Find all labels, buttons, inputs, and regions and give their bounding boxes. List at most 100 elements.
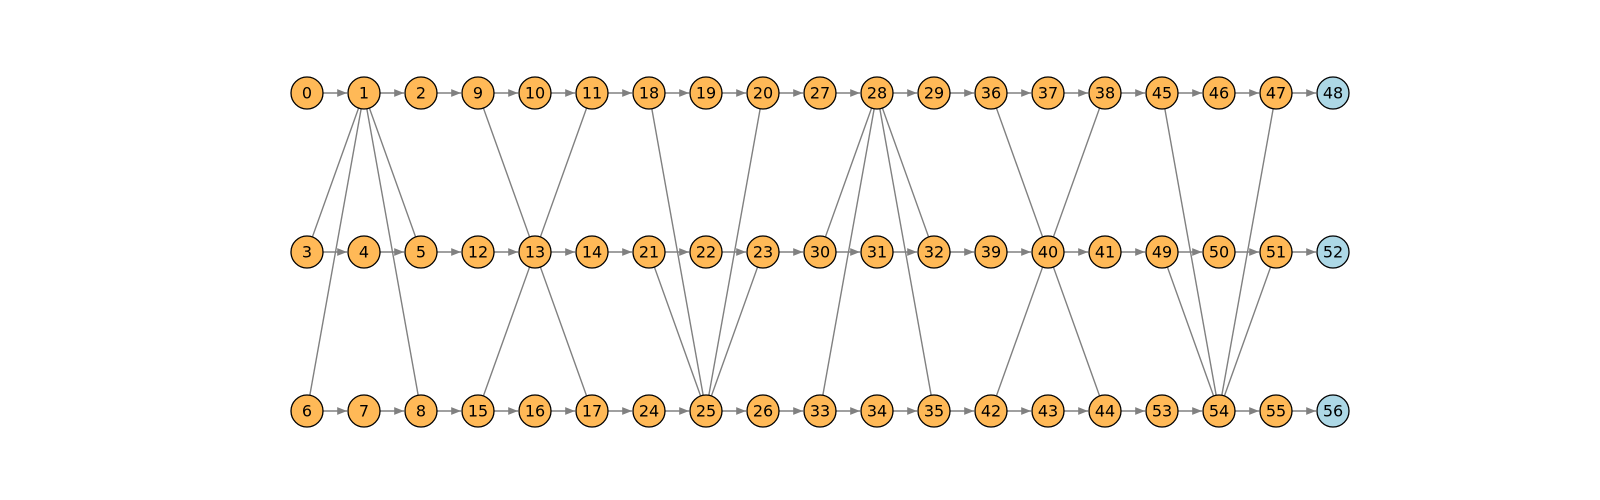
node-8: 8 (404, 394, 438, 428)
node-10: 10 (518, 76, 552, 110)
edge-1-6 (309, 108, 362, 396)
node-circle (803, 76, 837, 110)
node-22: 22 (689, 235, 723, 269)
node-21: 21 (632, 235, 666, 269)
node-label: 16 (525, 402, 545, 421)
node-label: 3 (302, 243, 312, 262)
node-circle (860, 76, 894, 110)
node-circle (290, 394, 324, 428)
node-circle (974, 76, 1008, 110)
node-circle (1259, 76, 1293, 110)
node-label: 31 (867, 243, 887, 262)
node-label: 42 (981, 402, 1001, 421)
node-circle (518, 235, 552, 269)
edge-36-40 (995, 107, 1044, 238)
node-circle (803, 394, 837, 428)
node-circle (347, 235, 381, 269)
edge-9-13 (482, 107, 531, 238)
node-circle (917, 76, 951, 110)
node-circle (632, 235, 666, 269)
node-circle (1202, 235, 1236, 269)
node-label: 35 (924, 402, 944, 421)
node-label: 56 (1323, 402, 1343, 421)
node-circle (1145, 76, 1179, 110)
edge-18-25 (651, 108, 704, 396)
node-circle (1088, 235, 1122, 269)
node-circle (1316, 235, 1350, 269)
node-19: 19 (689, 76, 723, 110)
node-circle (689, 76, 723, 110)
node-35: 35 (917, 394, 951, 428)
node-circle (1088, 76, 1122, 110)
node-label: 39 (981, 243, 1001, 262)
node-circle (746, 76, 780, 110)
node-circle (974, 235, 1008, 269)
node-12: 12 (461, 235, 495, 269)
node-37: 37 (1031, 76, 1065, 110)
node-label: 46 (1209, 84, 1229, 103)
node-40: 40 (1031, 235, 1065, 269)
node-circle (917, 235, 951, 269)
node-label: 1 (359, 84, 369, 103)
edge-23-25 (710, 266, 759, 397)
node-4: 4 (347, 235, 381, 269)
node-15: 15 (461, 394, 495, 428)
node-42: 42 (974, 394, 1008, 428)
node-49: 49 (1145, 235, 1179, 269)
node-label: 15 (468, 402, 488, 421)
node-20: 20 (746, 76, 780, 110)
edge-20-25 (708, 108, 761, 396)
edge-1-3 (311, 107, 360, 238)
edge-13-17 (539, 266, 588, 397)
node-label: 28 (867, 84, 887, 103)
node-6: 6 (290, 394, 324, 428)
node-label: 24 (639, 402, 659, 421)
node-41: 41 (1088, 235, 1122, 269)
node-circle (1031, 235, 1065, 269)
node-circle (746, 394, 780, 428)
node-circle (404, 235, 438, 269)
node-label: 54 (1209, 402, 1229, 421)
node-circle (860, 235, 894, 269)
node-label: 30 (810, 243, 830, 262)
node-45: 45 (1145, 76, 1179, 110)
node-circle (1202, 394, 1236, 428)
node-3: 3 (290, 235, 324, 269)
node-circle (1088, 394, 1122, 428)
node-label: 48 (1323, 84, 1343, 103)
node-24: 24 (632, 394, 666, 428)
node-9: 9 (461, 76, 495, 110)
node-33: 33 (803, 394, 837, 428)
node-label: 38 (1095, 84, 1115, 103)
edge-28-32 (881, 107, 930, 238)
node-label: 45 (1152, 84, 1172, 103)
node-label: 14 (582, 243, 602, 262)
node-28: 28 (860, 76, 894, 110)
node-label: 47 (1266, 84, 1286, 103)
edge-47-54 (1221, 108, 1274, 396)
node-circle (689, 235, 723, 269)
node-44: 44 (1088, 394, 1122, 428)
node-label: 10 (525, 84, 545, 103)
node-circle (461, 235, 495, 269)
node-circle (575, 235, 609, 269)
node-0: 0 (290, 76, 324, 110)
node-label: 17 (582, 402, 602, 421)
node-label: 7 (359, 402, 369, 421)
node-39: 39 (974, 235, 1008, 269)
nodes-layer: 0 1 2 9 10 11 18 19 20 27 28 29 36 37 38 45 46 47 483 4 5 12 1… (290, 76, 1350, 428)
node-25: 25 (689, 394, 723, 428)
edge-40-44 (1052, 266, 1101, 397)
node-label: 19 (696, 84, 716, 103)
node-7: 7 (347, 394, 381, 428)
edge-11-13 (539, 107, 588, 238)
node-2: 2 (404, 76, 438, 110)
node-label: 27 (810, 84, 830, 103)
node-circle (974, 394, 1008, 428)
node-label: 51 (1266, 243, 1286, 262)
node-50: 50 (1202, 235, 1236, 269)
edge-21-25 (653, 266, 702, 397)
node-11: 11 (575, 76, 609, 110)
node-label: 2 (416, 84, 426, 103)
node-label: 11 (582, 84, 602, 103)
